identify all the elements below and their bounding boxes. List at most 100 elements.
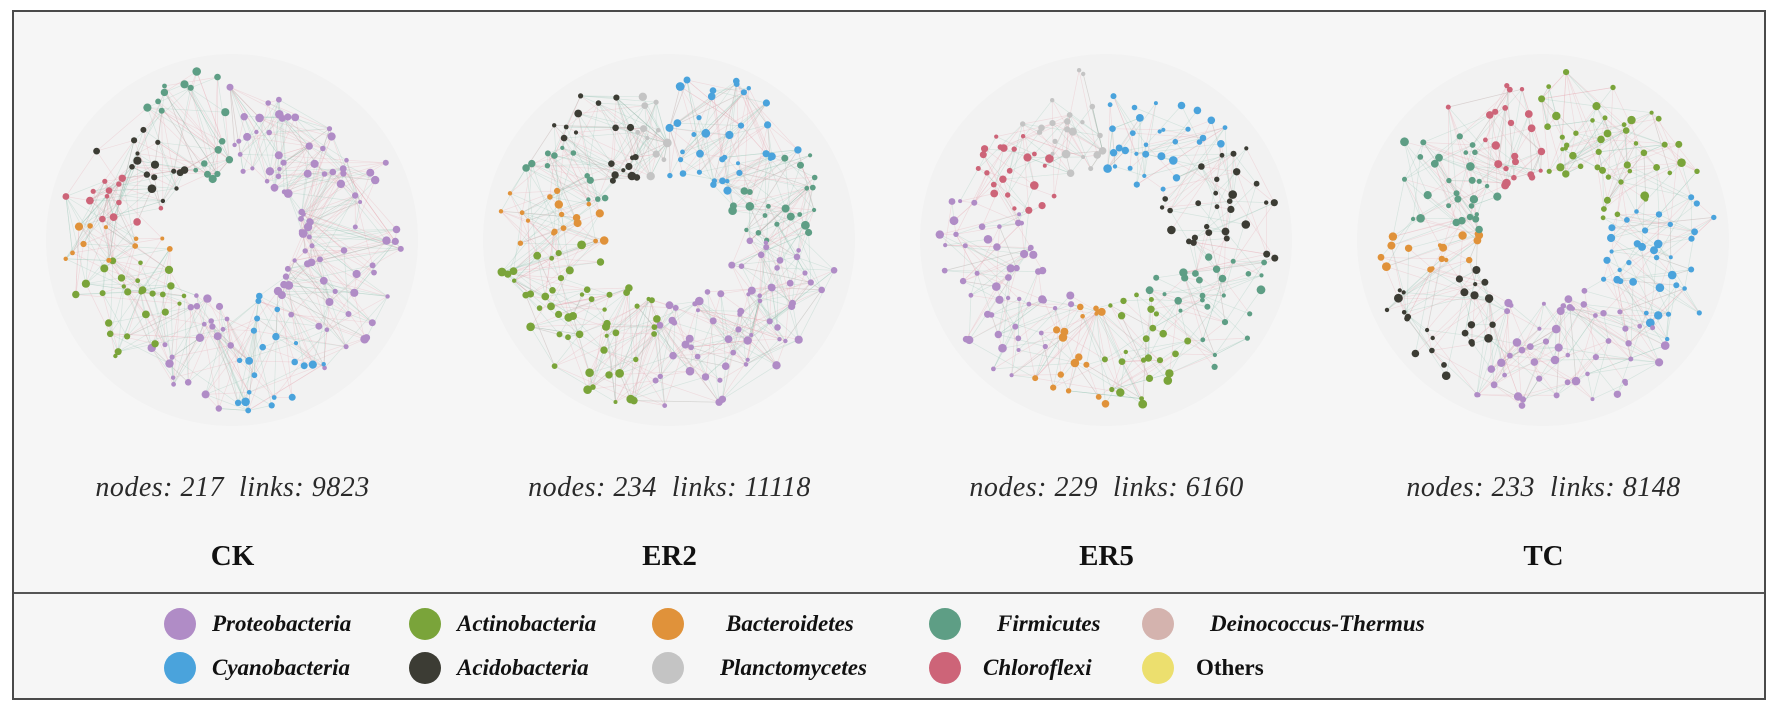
network-link (669, 91, 745, 129)
network-link (108, 188, 152, 191)
network-node-proteobacteria (213, 332, 222, 341)
network-link (798, 187, 814, 251)
network-node-firmicutes (774, 221, 780, 227)
network-node-proteobacteria (971, 199, 978, 206)
network-link (1173, 160, 1233, 195)
network-link (184, 84, 230, 160)
network-node-proteobacteria (717, 377, 723, 383)
network-link (1641, 246, 1647, 314)
network-node-bacteroidetes (74, 222, 84, 231)
network-link (1646, 312, 1668, 340)
network-link (563, 198, 599, 229)
network-node-chloroflexi (1504, 83, 1510, 89)
network-link (157, 142, 208, 175)
network-link (1447, 106, 1461, 137)
network-link (1434, 163, 1457, 223)
network-link (714, 156, 773, 182)
network-node-actinobacteria (1153, 311, 1159, 317)
network-link (1017, 185, 1035, 224)
network-link (1669, 224, 1672, 258)
network-link (1584, 290, 1597, 358)
network-link (1493, 341, 1547, 386)
network-node-cyanobacteria (1136, 114, 1144, 122)
network-link (580, 95, 643, 98)
network-link (1091, 106, 1103, 151)
network-link (204, 159, 230, 164)
network-link (501, 271, 540, 309)
network-link (1548, 132, 1577, 172)
network-link (1471, 196, 1498, 207)
network-link (1493, 384, 1523, 406)
network-node-firmicutes (728, 206, 737, 215)
network-link (1095, 308, 1106, 404)
network-link (746, 229, 762, 255)
network-node-proteobacteria (201, 390, 210, 399)
network-link (1000, 131, 1040, 148)
network-node-chloroflexi (990, 189, 999, 198)
network-link (955, 234, 1009, 278)
network-link (1054, 308, 1062, 375)
network-link (1195, 226, 1208, 274)
network-link (322, 128, 330, 149)
network-link (1629, 170, 1697, 204)
network-link (713, 84, 738, 185)
network-link (196, 295, 220, 409)
panel-title-tc: TC (1523, 540, 1564, 572)
network-link (65, 258, 124, 287)
network-node-chloroflexi (1006, 167, 1013, 174)
network-link (1494, 111, 1542, 152)
network-link (655, 380, 720, 403)
network-node-proteobacteria (329, 168, 337, 176)
network-link (521, 175, 588, 214)
network-node-proteobacteria (681, 340, 690, 349)
network-node-proteobacteria (208, 318, 214, 324)
network-node-actinobacteria (1618, 179, 1624, 185)
network-link (765, 208, 786, 248)
network-node-planctomycetes (641, 102, 649, 109)
network-link (732, 352, 747, 365)
network-node-proteobacteria (236, 138, 242, 144)
network-link (740, 102, 767, 126)
network-link (1477, 328, 1540, 396)
network-link (737, 163, 751, 193)
network-node-planctomycetes (653, 99, 659, 105)
network-node-proteobacteria (1017, 212, 1022, 217)
network-link (83, 183, 120, 245)
network-link (550, 270, 571, 307)
network-node-proteobacteria (788, 302, 796, 311)
network-node-chloroflexi (994, 134, 999, 139)
network-link (1112, 128, 1116, 167)
network-node-cyanobacteria (710, 181, 717, 188)
network-link (556, 175, 588, 192)
network-link (1187, 337, 1248, 342)
network-link (118, 166, 133, 203)
network-link (217, 336, 250, 393)
network-link (806, 188, 815, 211)
network-link (611, 132, 638, 164)
network-node-actinobacteria (135, 278, 141, 284)
network-link (1485, 89, 1511, 141)
network-link (1587, 362, 1660, 375)
network-link (1170, 210, 1246, 225)
network-link (565, 102, 599, 128)
network-link (1611, 214, 1618, 252)
network-link (616, 97, 631, 128)
network-node-cyanobacteria (1109, 125, 1116, 132)
network-node-acidobacteria (609, 177, 616, 184)
network-link (759, 269, 835, 302)
network-link (1097, 311, 1161, 361)
network-node-cyanobacteria (1665, 336, 1670, 342)
network-link (102, 268, 105, 294)
network-link (501, 271, 588, 291)
network-link (573, 152, 616, 176)
network-node-acidobacteria (1230, 150, 1237, 157)
network-link (500, 167, 527, 212)
network-link (1011, 313, 1097, 376)
network-node-cyanobacteria (1688, 235, 1695, 242)
network-link (1060, 313, 1097, 375)
network-link (724, 102, 767, 158)
network-link (680, 159, 715, 182)
network-link (635, 298, 649, 360)
network-link (173, 360, 240, 379)
network-link (554, 299, 653, 367)
